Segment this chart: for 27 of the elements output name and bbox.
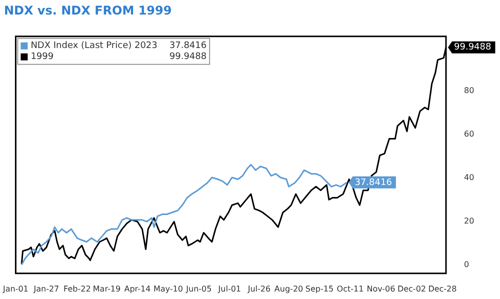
x-tick-label: Nov-06 xyxy=(366,284,396,294)
y-tick-label: 80 xyxy=(464,86,474,95)
y-tick-label: 60 xyxy=(464,129,474,138)
y-tick-label: 20 xyxy=(464,216,474,226)
x-tick-label: May-10 xyxy=(153,284,183,294)
x-tick-label: Dec-28 xyxy=(428,284,457,294)
chart-title: NDX vs. NDX FROM 1999 xyxy=(4,3,172,18)
x-tick-label: Apr-14 xyxy=(124,284,151,294)
x-tick-label: Dec-02 xyxy=(397,284,426,294)
x-tick-label: Jul-26 xyxy=(246,284,271,294)
y-tick-label: 40 xyxy=(464,172,474,182)
y-tick-label: 0 xyxy=(464,260,470,269)
x-tick-label: Jan-27 xyxy=(32,284,60,294)
x-tick-label: Mar-19 xyxy=(92,284,121,294)
text: 37.8416 xyxy=(169,41,207,52)
x-tick-label: Jul-01 xyxy=(217,284,242,294)
x-tick-label: Oct-11 xyxy=(336,284,364,294)
x-tick-label: Sep-15 xyxy=(305,284,334,294)
legend-label: NDX Index (Last Price) 2023 xyxy=(30,41,158,52)
x-tick-label: Jan-01 xyxy=(2,284,28,294)
x-tick-label: Feb-22 xyxy=(64,284,91,294)
data-label: 99.9488 xyxy=(454,42,492,53)
x-tick-label: Jun-05 xyxy=(185,284,212,294)
text: 99.9488 xyxy=(169,52,207,62)
x-tick-label: Aug-20 xyxy=(274,284,304,294)
data-label: 37.8416 xyxy=(354,178,392,188)
legend-label: 1999 xyxy=(30,52,54,62)
